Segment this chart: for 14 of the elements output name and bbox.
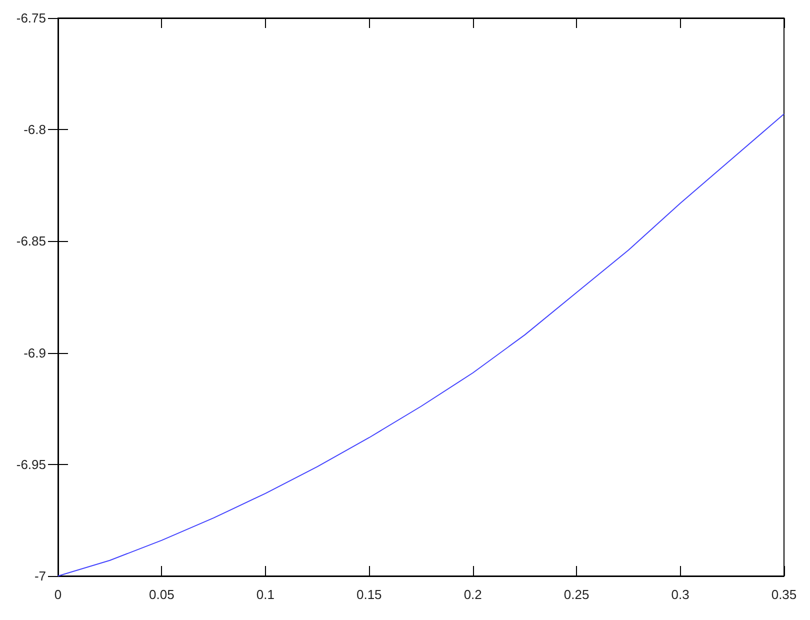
x-tick-label: 0.05	[149, 587, 174, 602]
x-tick-label: 0.25	[564, 587, 590, 602]
x-tick-label: 0	[54, 587, 62, 602]
x-tick-label: 0.3	[671, 587, 690, 602]
x-tick-label: 0.15	[356, 587, 382, 602]
y-tick-label: -6.8	[24, 122, 46, 138]
y-tick-label: -6.95	[16, 456, 46, 472]
y-tick-label: -7	[34, 568, 46, 584]
y-tick-label: -6.85	[16, 234, 46, 249]
y-tick-label: -6.9	[24, 345, 46, 360]
x-tick-label: 0.1	[256, 587, 274, 602]
x-tick-label: 0.35	[771, 587, 797, 602]
y-tick-label: -6.75	[16, 10, 46, 26]
x-tick-label: 0.2	[464, 587, 482, 602]
